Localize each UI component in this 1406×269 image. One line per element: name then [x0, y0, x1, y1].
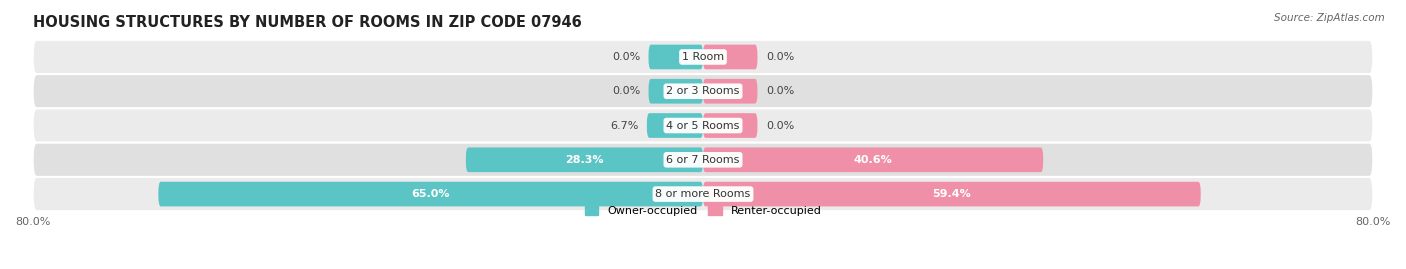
FancyBboxPatch shape: [647, 113, 703, 138]
Text: 2 or 3 Rooms: 2 or 3 Rooms: [666, 86, 740, 96]
FancyBboxPatch shape: [32, 40, 1374, 74]
FancyBboxPatch shape: [703, 113, 758, 138]
Text: 28.3%: 28.3%: [565, 155, 603, 165]
FancyBboxPatch shape: [32, 108, 1374, 143]
FancyBboxPatch shape: [32, 74, 1374, 108]
Text: 0.0%: 0.0%: [766, 121, 794, 130]
FancyBboxPatch shape: [32, 177, 1374, 211]
FancyBboxPatch shape: [703, 45, 758, 69]
Text: 4 or 5 Rooms: 4 or 5 Rooms: [666, 121, 740, 130]
FancyBboxPatch shape: [648, 79, 703, 104]
Text: Source: ZipAtlas.com: Source: ZipAtlas.com: [1274, 13, 1385, 23]
Text: 0.0%: 0.0%: [766, 52, 794, 62]
FancyBboxPatch shape: [703, 147, 1043, 172]
Text: 8 or more Rooms: 8 or more Rooms: [655, 189, 751, 199]
FancyBboxPatch shape: [648, 45, 703, 69]
FancyBboxPatch shape: [32, 143, 1374, 177]
FancyBboxPatch shape: [465, 147, 703, 172]
Text: 59.4%: 59.4%: [932, 189, 972, 199]
Text: HOUSING STRUCTURES BY NUMBER OF ROOMS IN ZIP CODE 07946: HOUSING STRUCTURES BY NUMBER OF ROOMS IN…: [32, 15, 582, 30]
FancyBboxPatch shape: [159, 182, 703, 206]
Text: 0.0%: 0.0%: [612, 86, 640, 96]
FancyBboxPatch shape: [703, 182, 1201, 206]
Text: 0.0%: 0.0%: [612, 52, 640, 62]
Text: 6.7%: 6.7%: [610, 121, 638, 130]
Text: 40.6%: 40.6%: [853, 155, 893, 165]
FancyBboxPatch shape: [703, 79, 758, 104]
Text: 0.0%: 0.0%: [766, 86, 794, 96]
Legend: Owner-occupied, Renter-occupied: Owner-occupied, Renter-occupied: [585, 206, 821, 216]
Text: 1 Room: 1 Room: [682, 52, 724, 62]
Text: 6 or 7 Rooms: 6 or 7 Rooms: [666, 155, 740, 165]
Text: 65.0%: 65.0%: [412, 189, 450, 199]
